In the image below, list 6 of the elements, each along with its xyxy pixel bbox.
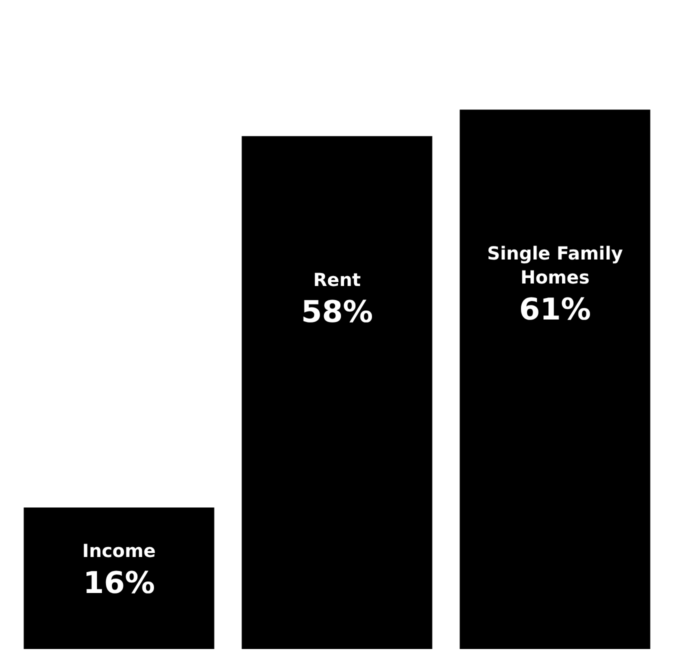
data-label: 58% bbox=[301, 295, 373, 330]
x-tick-label: Single Family Homes bbox=[487, 244, 624, 289]
x-tick-label: Rent bbox=[313, 270, 362, 292]
data-label: 16% bbox=[83, 566, 155, 602]
x-tick-label: Income bbox=[82, 541, 156, 562]
data-label: 61% bbox=[519, 292, 591, 328]
